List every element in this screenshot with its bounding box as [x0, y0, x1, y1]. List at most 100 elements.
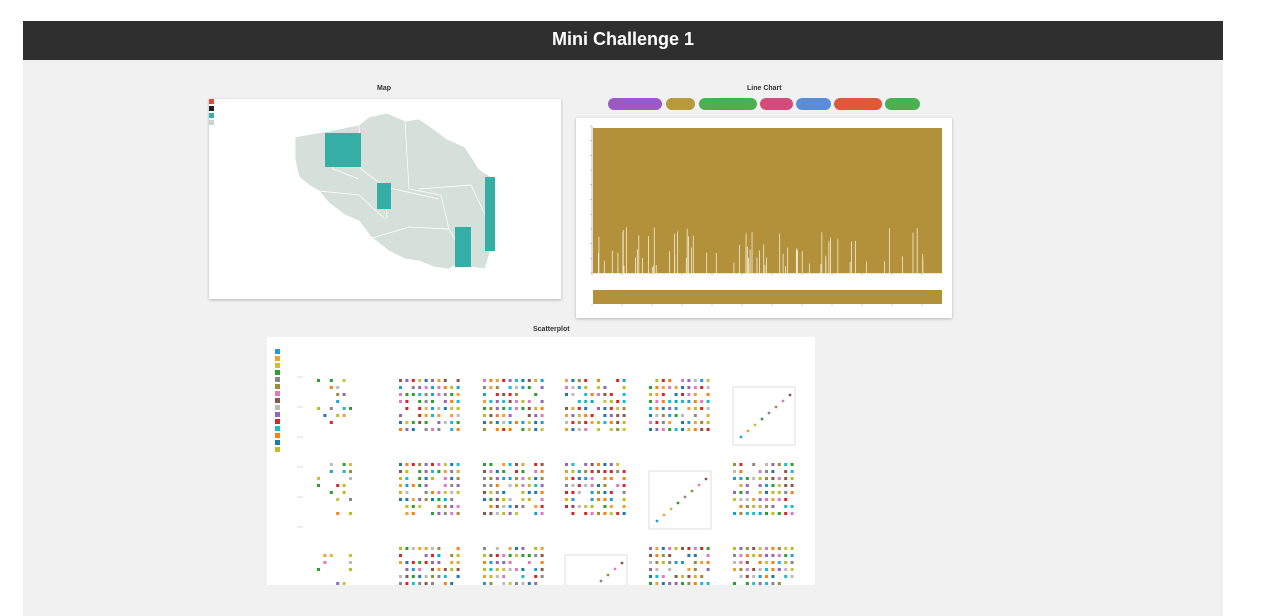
scatter-point — [597, 428, 600, 431]
scatter-point — [483, 484, 486, 487]
scatter-point — [431, 386, 434, 389]
scatter-point — [674, 393, 678, 396]
scatter-point — [777, 498, 781, 501]
scatter-point — [752, 582, 756, 585]
scatter-point — [336, 386, 340, 389]
scatter-point — [405, 463, 409, 466]
scatter-point — [431, 491, 434, 494]
scatter-point — [495, 393, 499, 396]
scatter-point — [323, 554, 327, 557]
scatter-point — [443, 575, 447, 578]
scatter-point — [508, 428, 512, 431]
scatter-point — [495, 484, 499, 487]
series-button[interactable] — [885, 98, 920, 110]
scatter-point — [450, 568, 454, 571]
scatter-point — [609, 505, 613, 508]
brush-context-area[interactable] — [593, 290, 942, 304]
scatter-point — [534, 477, 538, 480]
scatter-point — [424, 386, 428, 389]
scatter-point — [418, 379, 422, 382]
scatter-point — [649, 568, 652, 571]
scatter-point — [590, 463, 594, 466]
scatter-point — [565, 505, 568, 508]
scatter-point — [323, 561, 327, 564]
scatterplot-matrix-svg[interactable] — [267, 337, 815, 585]
scatter-point — [771, 463, 775, 466]
scatter-point — [342, 491, 346, 494]
scatter-point — [540, 491, 544, 494]
map-title: Map — [377, 85, 391, 92]
scatter-point — [437, 547, 441, 550]
scatter-point — [733, 470, 736, 473]
scatter-point — [739, 477, 743, 480]
scatter-point — [456, 575, 460, 578]
scatter-point — [565, 407, 568, 410]
map-svg[interactable] — [209, 99, 561, 299]
scatter-point — [443, 568, 447, 571]
scatter-point — [661, 407, 665, 410]
map-district-highlight[interactable] — [377, 183, 391, 209]
scatter-point — [745, 561, 749, 564]
scatter-point — [405, 575, 409, 578]
scatter-legend-item — [275, 377, 282, 383]
scatter-point — [515, 568, 518, 571]
line-chart-svg[interactable] — [576, 118, 952, 318]
scatter-point — [502, 428, 506, 431]
scatter-point — [577, 379, 581, 382]
scatter-point — [590, 400, 594, 403]
scatter-point — [687, 407, 691, 410]
scatter-point — [584, 421, 588, 424]
scatter-point — [418, 400, 422, 403]
scatter-point — [431, 463, 434, 466]
series-button[interactable] — [608, 98, 662, 110]
scatter-point — [405, 484, 409, 487]
series-button[interactable] — [760, 98, 793, 110]
scatter-point — [616, 512, 620, 515]
scatter-point — [431, 554, 434, 557]
series-button[interactable] — [796, 98, 831, 110]
scatter-point — [411, 484, 415, 487]
scatter-point — [418, 477, 422, 480]
scatter-point — [418, 568, 422, 571]
scatter-point — [752, 463, 756, 466]
scatter-point — [668, 421, 672, 424]
diagonal-cell — [648, 470, 712, 530]
scatter-point — [622, 470, 626, 473]
scatter-point — [565, 477, 568, 480]
scatter-point — [515, 512, 518, 515]
scatter-point — [418, 421, 422, 424]
scatter-point — [399, 463, 402, 466]
scatter-point — [521, 477, 525, 480]
scatter-point — [443, 400, 447, 403]
scatter-point — [450, 421, 454, 424]
scatter-point — [534, 582, 538, 585]
map-district-highlight[interactable] — [325, 133, 361, 167]
series-button[interactable] — [699, 98, 757, 110]
map-district-highlight[interactable] — [455, 227, 471, 267]
scatter-point — [456, 491, 460, 494]
series-button[interactable] — [834, 98, 882, 110]
scatter-point — [418, 547, 422, 550]
scatter-point — [771, 582, 775, 585]
scatter-point — [495, 568, 499, 571]
scatter-point — [765, 575, 768, 578]
map-district-highlight[interactable] — [485, 177, 495, 251]
scatter-point — [405, 547, 409, 550]
scatter-point — [489, 505, 493, 508]
series-button[interactable] — [666, 98, 695, 110]
scatter-point — [342, 470, 346, 473]
scatter-point — [508, 386, 512, 389]
scatterplot-card — [267, 337, 815, 585]
scatter-point — [424, 393, 428, 396]
scatter-point — [733, 512, 736, 515]
scatter-point — [771, 484, 775, 487]
scatter-point — [616, 470, 620, 473]
scatter-point — [700, 407, 704, 410]
scatter-point — [534, 484, 538, 487]
scatter-point — [577, 505, 581, 508]
scatter-point — [758, 498, 762, 501]
scatter-legend-item — [275, 391, 282, 397]
scatter-point — [450, 582, 454, 585]
scatter-point — [565, 428, 568, 431]
scatter-point — [450, 386, 454, 389]
